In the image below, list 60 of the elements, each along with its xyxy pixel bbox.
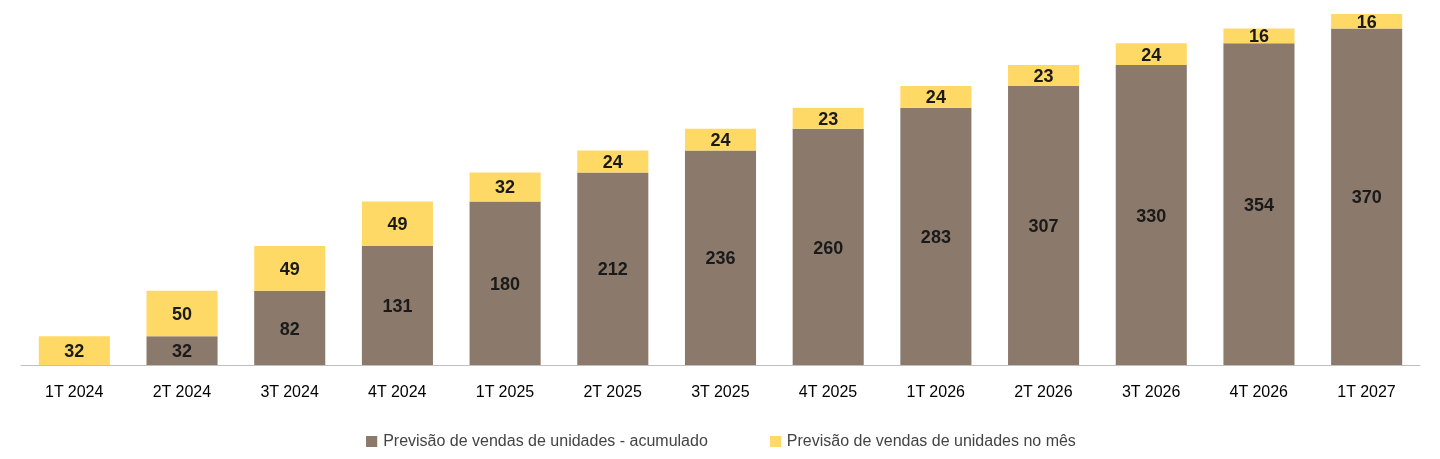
data-label: 16 <box>1248 26 1269 47</box>
data-label: 307 <box>1028 216 1059 237</box>
x-tick-label: 4T 2026 <box>1229 383 1289 401</box>
bar <box>1331 28 1403 366</box>
bar <box>361 201 433 247</box>
bar <box>361 246 433 366</box>
x-tick-label: 3T 2025 <box>691 383 750 401</box>
bar <box>1008 85 1080 366</box>
bar <box>146 290 218 337</box>
bar <box>1223 43 1295 366</box>
data-label: 131 <box>382 296 413 317</box>
x-tick-label: 4T 2025 <box>798 383 858 401</box>
data-label: 212 <box>597 259 628 280</box>
data-label: 24 <box>602 151 623 172</box>
data-label: 32 <box>64 341 85 362</box>
x-tick-label: 1T 2025 <box>475 383 535 401</box>
x-tick-label: 2T 2024 <box>152 383 212 401</box>
bar <box>38 336 110 366</box>
x-tick-label: 2T 2026 <box>1014 383 1073 401</box>
bar <box>146 336 218 366</box>
data-label: 24 <box>1141 44 1162 65</box>
bar <box>900 85 972 108</box>
data-label: 236 <box>705 248 736 269</box>
data-label: 354 <box>1243 194 1274 215</box>
data-label: 260 <box>813 237 844 258</box>
data-label: 23 <box>1033 65 1054 86</box>
data-label: 23 <box>818 108 839 129</box>
data-label: 49 <box>279 258 300 279</box>
bar <box>684 150 757 366</box>
x-tick-label: 2T 2025 <box>583 383 642 401</box>
data-label: 82 <box>279 318 300 339</box>
bar <box>469 172 541 202</box>
data-label: 24 <box>710 130 731 151</box>
data-label: 16 <box>1356 11 1377 32</box>
data-label: 32 <box>172 341 193 362</box>
x-tick-label: 1T 2027 <box>1337 383 1396 401</box>
data-label: 24 <box>925 87 946 108</box>
bar <box>684 128 757 151</box>
bar <box>254 290 326 366</box>
x-tick-label: 1T 2024 <box>44 383 104 401</box>
data-label: 50 <box>172 303 193 324</box>
bar <box>792 128 864 366</box>
legend-label: Previsão de vendas de unidades - acumulado <box>383 432 708 450</box>
bar <box>1115 64 1187 366</box>
bar <box>254 246 326 291</box>
x-tick-label: 3T 2026 <box>1121 383 1181 401</box>
legend-label: Previsão de vendas de unidades no mês <box>786 432 1076 450</box>
bar <box>469 201 541 366</box>
x-tick-label: 1T 2026 <box>906 383 966 401</box>
data-label: 330 <box>1136 205 1167 226</box>
data-label: 370 <box>1351 187 1382 208</box>
bar <box>900 107 972 366</box>
data-label: 283 <box>920 227 951 248</box>
data-label: 32 <box>495 177 516 198</box>
bar <box>1115 43 1187 65</box>
data-label: 49 <box>387 214 408 235</box>
bar <box>577 172 649 366</box>
x-tick-label: 4T 2024 <box>368 383 427 401</box>
data-label: 180 <box>490 273 521 294</box>
x-tick-label: 3T 2024 <box>260 383 319 401</box>
